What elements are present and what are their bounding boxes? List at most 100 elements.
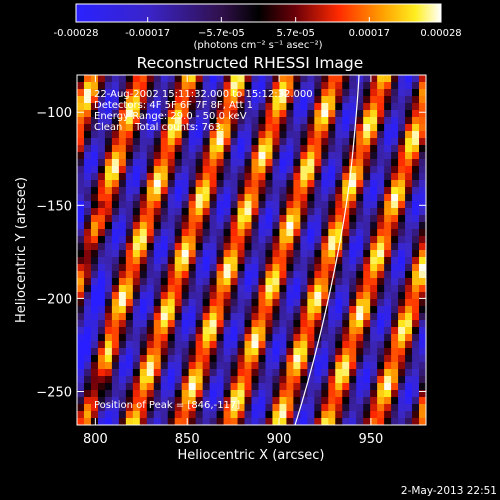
- heatmap-cell: [160, 75, 169, 83]
- heatmap-cell: [202, 229, 211, 237]
- heatmap-cell: [132, 229, 141, 237]
- heatmap-cell: [258, 229, 267, 237]
- heatmap-cell: [258, 215, 267, 223]
- heatmap-cell: [356, 103, 364, 111]
- heatmap-cell: [370, 397, 378, 405]
- heatmap-cell: [279, 264, 287, 272]
- heatmap-cell: [230, 313, 239, 321]
- heatmap-cell: [342, 383, 350, 391]
- heatmap-cell: [146, 313, 155, 321]
- heatmap-cell: [300, 299, 308, 307]
- heatmap-cell: [153, 278, 162, 286]
- heatmap-cell: [97, 229, 106, 237]
- heatmap-cell: [349, 124, 357, 132]
- heatmap-cell: [223, 236, 232, 244]
- heatmap-cell: [111, 264, 120, 272]
- heatmap-cell: [314, 320, 322, 328]
- heatmap-cell: [118, 75, 127, 83]
- heatmap-cell: [377, 124, 385, 132]
- heatmap-cell: [335, 362, 343, 370]
- heatmap-cell: [160, 166, 169, 174]
- heatmap-cell: [314, 250, 322, 258]
- heatmap-cell: [265, 82, 274, 90]
- heatmap-cell: [77, 110, 85, 118]
- heatmap-cell: [251, 376, 260, 384]
- heatmap-cell: [195, 194, 204, 202]
- heatmap-cell: [356, 208, 364, 216]
- heatmap-cell: [286, 159, 294, 167]
- heatmap-cell: [174, 313, 183, 321]
- heatmap-cell: [356, 159, 364, 167]
- heatmap-cell: [335, 306, 343, 314]
- heatmap-cell: [195, 201, 204, 209]
- heatmap-cell: [237, 138, 246, 146]
- heatmap-cell: [244, 201, 253, 209]
- heatmap-cell: [223, 341, 232, 349]
- heatmap-cell: [370, 201, 378, 209]
- heatmap-cell: [167, 124, 176, 132]
- heatmap-cell: [412, 369, 420, 377]
- heatmap-cell: [251, 369, 260, 377]
- heatmap-cell: [160, 327, 169, 335]
- heatmap-cell: [223, 96, 232, 104]
- heatmap-cell: [216, 243, 225, 251]
- heatmap-cell: [419, 145, 426, 153]
- heatmap-cell: [216, 327, 225, 335]
- heatmap-cell: [335, 180, 343, 188]
- heatmap-cell: [181, 320, 190, 328]
- heatmap-cell: [174, 278, 183, 286]
- heatmap-cell: [265, 187, 274, 195]
- heatmap-cell: [174, 362, 183, 370]
- heatmap-cell: [314, 110, 322, 118]
- heatmap-cell: [139, 159, 148, 167]
- heatmap-cell: [293, 145, 301, 153]
- heatmap-cell: [384, 285, 392, 293]
- heatmap-cell: [139, 348, 148, 356]
- heatmap-cell: [146, 418, 155, 425]
- heatmap-cell: [230, 187, 239, 195]
- heatmap-cell: [188, 362, 197, 370]
- plot-frame: [76, 74, 427, 426]
- heatmap-cell: [251, 306, 260, 314]
- heatmap-cell: [153, 222, 162, 230]
- heatmap-cell: [167, 355, 176, 363]
- heatmap-cell: [153, 159, 162, 167]
- heatmap-cell: [398, 404, 406, 412]
- heatmap-cell: [412, 117, 420, 125]
- colorbar-tick-label: 0.00017: [349, 28, 390, 39]
- heatmap-cell: [398, 208, 406, 216]
- heatmap-cell: [216, 166, 225, 174]
- heatmap-cell: [286, 250, 294, 258]
- heatmap-cell: [97, 215, 106, 223]
- heatmap-cell: [405, 215, 413, 223]
- heatmap-cell: [237, 334, 246, 342]
- heatmap-cell: [419, 404, 426, 412]
- heatmap-cell: [97, 299, 106, 307]
- heatmap-cell: [307, 334, 315, 342]
- heatmap-cell: [174, 271, 183, 279]
- heatmap-cell: [279, 110, 287, 118]
- heatmap-cell: [223, 187, 232, 195]
- heatmap-cell: [97, 285, 106, 293]
- heatmap-cell: [77, 117, 85, 125]
- heatmap-cell: [244, 159, 253, 167]
- heatmap-cell: [314, 362, 322, 370]
- heatmap-cell: [244, 110, 253, 118]
- heatmap-cell: [125, 376, 134, 384]
- heatmap-cell: [139, 292, 148, 300]
- heatmap-cell: [125, 341, 134, 349]
- heatmap-cell: [77, 131, 85, 139]
- heatmap-cell: [188, 89, 197, 97]
- heatmap-cell: [314, 229, 322, 237]
- heatmap-cell: [272, 117, 281, 125]
- heatmap-cell: [370, 229, 378, 237]
- heatmap-cell: [244, 222, 253, 230]
- heatmap-cell: [132, 124, 141, 132]
- heatmap-cell: [167, 243, 176, 251]
- heatmap-cell: [370, 152, 378, 160]
- heatmap-cell: [321, 229, 329, 237]
- heatmap-cell: [307, 257, 315, 265]
- heatmap-cell: [153, 82, 162, 90]
- heatmap-cell: [349, 334, 357, 342]
- heatmap-cell: [181, 390, 190, 398]
